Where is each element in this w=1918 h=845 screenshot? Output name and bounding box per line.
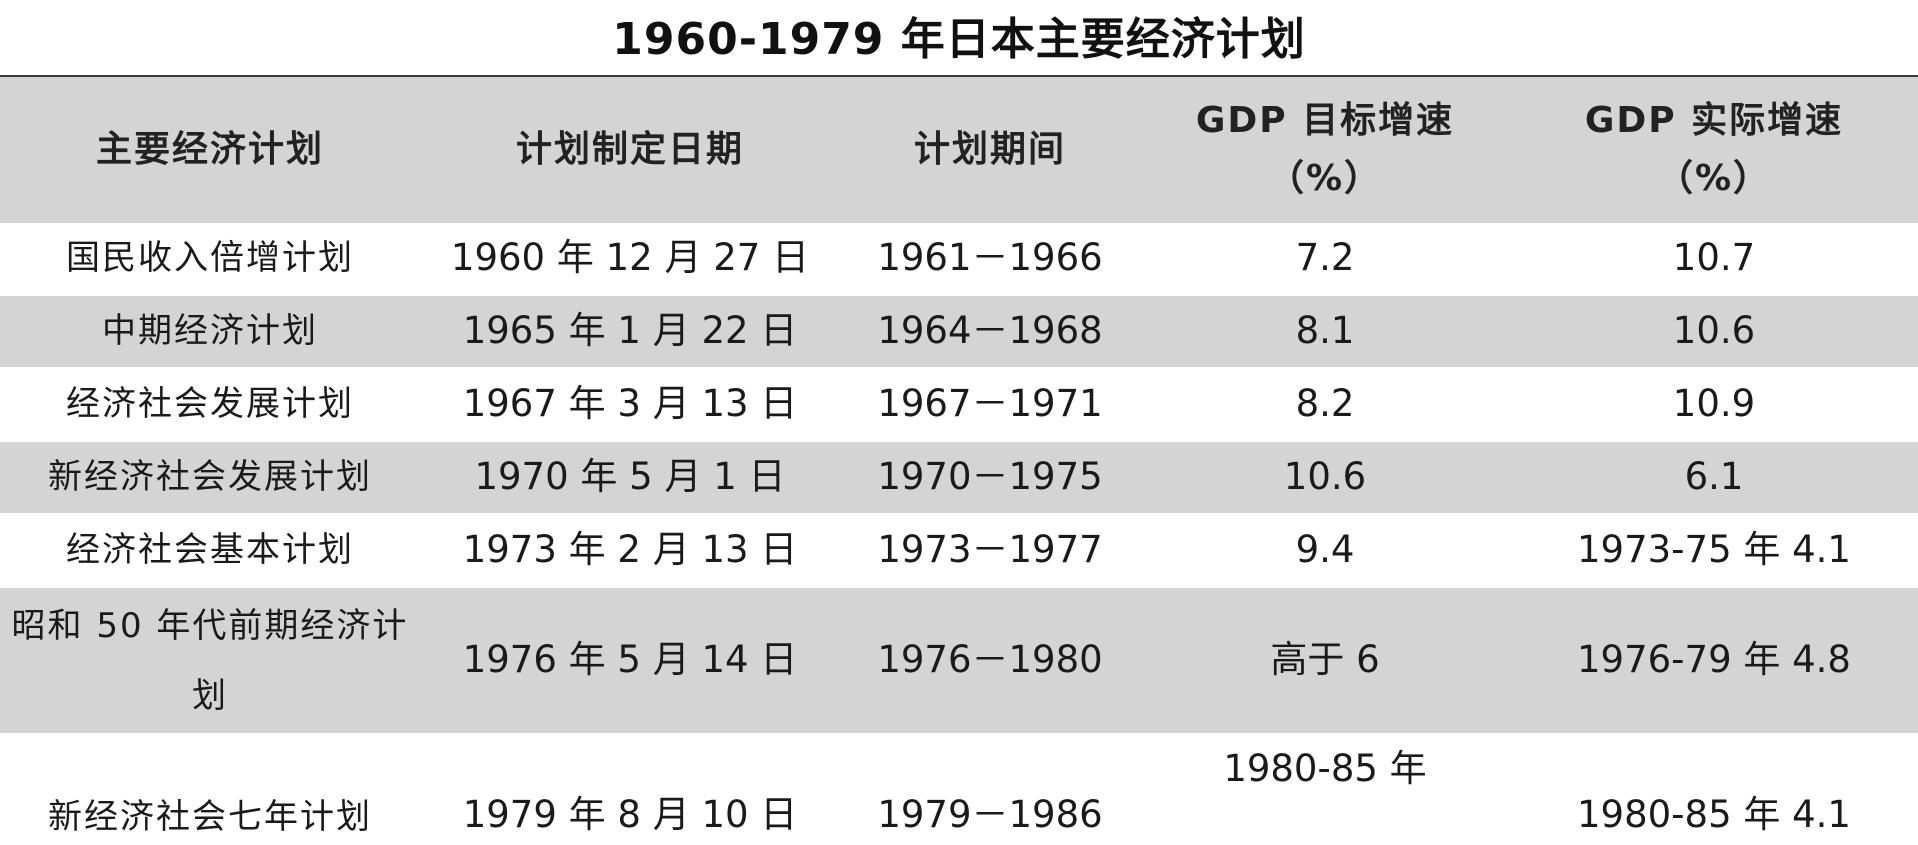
- header-gdp-target-line1: GDP 目标增速: [1195, 100, 1455, 141]
- cell-period: 1979－1986: [877, 792, 1103, 836]
- cell-gdp-actual: 1980-85 年 4.1: [1577, 792, 1851, 836]
- cell-period: 1964－1968: [877, 309, 1103, 353]
- cell-date: 1973 年 2 月 13 日: [462, 528, 798, 572]
- cell-gdp-actual: 10.7: [1672, 236, 1756, 280]
- table-row: 昭和 50 年代前期经济计 划 1976 年 5 月 14 日 1976－198…: [0, 588, 1918, 733]
- header-gdp-actual: GDP 实际增速 （%）: [1510, 77, 1918, 223]
- cell-gdp-actual: 10.6: [1672, 309, 1756, 353]
- table-row: 新经济社会七年计划 1979 年 8 月 10 日 1979－1986 1980…: [0, 735, 1918, 845]
- table-row: 中期经济计划 1965 年 1 月 22 日 1964－1968 8.1 10.…: [0, 296, 1918, 367]
- economic-plans-table: 主要经济计划 计划制定日期 计划期间 GDP 目标增速 （%） GDP 实际增速…: [0, 75, 1918, 845]
- cell-gdp-actual: 1976-79 年 4.8: [1577, 638, 1851, 682]
- header-gdp-target: GDP 目标增速 （%）: [1140, 77, 1510, 223]
- header-period: 计划期间: [913, 128, 1066, 170]
- header-gdp-actual-line1: GDP 实际增速: [1584, 100, 1844, 141]
- cell-plan: 中期经济计划: [102, 311, 318, 352]
- header-gdp-target-unit: （%）: [1267, 158, 1383, 199]
- header-gdp-actual-unit: （%）: [1656, 158, 1772, 199]
- cell-plan: 国民收入倍增计划: [66, 238, 354, 279]
- cell-date: 1967 年 3 月 13 日: [462, 382, 798, 426]
- cell-plan: 昭和 50 年代前期经济计 划: [0, 588, 420, 733]
- cell-gdp-target: 8.1: [1295, 309, 1355, 353]
- cell-gdp-target: 9.4: [1295, 528, 1355, 572]
- cell-period: 1967－1971: [877, 382, 1103, 426]
- cell-gdp-actual: 6.1: [1684, 455, 1744, 499]
- cell-date: 1979 年 8 月 10 日: [462, 792, 798, 836]
- cell-period: 1976－1980: [877, 638, 1103, 682]
- cell-plan: 经济社会基本计划: [66, 530, 354, 571]
- cell-plan-line1: 昭和 50 年代前期经济计: [11, 605, 409, 646]
- row-divider: [0, 586, 1918, 588]
- cell-gdp-actual: 1973-75 年 4.1: [1577, 528, 1851, 572]
- header-date: 计划制定日期: [515, 128, 744, 170]
- cell-gdp-target: 7.2: [1295, 236, 1355, 280]
- page-title: 1960-1979 年日本主要经济计划: [612, 14, 1306, 65]
- row-divider: [0, 367, 1918, 369]
- table-row: 国民收入倍增计划 1960 年 12 月 27 日 1961－1966 7.2 …: [0, 223, 1918, 294]
- row-divider: [0, 294, 1918, 296]
- row-divider: [0, 733, 1918, 735]
- row-divider: [0, 513, 1918, 515]
- cell-gdp-target: 1980-85 年: [1223, 747, 1427, 790]
- cell-gdp-actual: 10.9: [1672, 382, 1756, 426]
- cell-period: 1973－1977: [877, 528, 1103, 572]
- cell-period: 1961－1966: [877, 236, 1103, 280]
- header-plan: 主要经济计划: [95, 128, 324, 170]
- cell-gdp-target: 8.2: [1295, 382, 1355, 426]
- cell-plan-line2: 划: [191, 675, 228, 716]
- cell-period: 1970－1975: [877, 455, 1103, 499]
- row-divider: [0, 440, 1918, 442]
- table-row: 经济社会发展计划 1967 年 3 月 13 日 1967－1971 8.2 1…: [0, 369, 1918, 440]
- table-row: 新经济社会发展计划 1970 年 5 月 1 日 1970－1975 10.6 …: [0, 442, 1918, 513]
- cell-date: 1970 年 5 月 1 日: [474, 455, 786, 499]
- cell-plan: 新经济社会七年计划: [48, 796, 372, 837]
- cell-date: 1965 年 1 月 22 日: [462, 309, 798, 353]
- table-row: 经济社会基本计划 1973 年 2 月 13 日 1973－1977 9.4 1…: [0, 515, 1918, 586]
- cell-gdp-target: 高于 6: [1270, 638, 1380, 682]
- table-header-row: 主要经济计划 计划制定日期 计划期间 GDP 目标增速 （%） GDP 实际增速…: [0, 77, 1918, 223]
- cell-gdp-target: 10.6: [1283, 455, 1367, 499]
- cell-date: 1976 年 5 月 14 日: [462, 638, 798, 682]
- cell-date: 1960 年 12 月 27 日: [450, 236, 810, 280]
- cell-plan: 新经济社会发展计划: [48, 457, 372, 498]
- cell-plan: 经济社会发展计划: [66, 384, 354, 425]
